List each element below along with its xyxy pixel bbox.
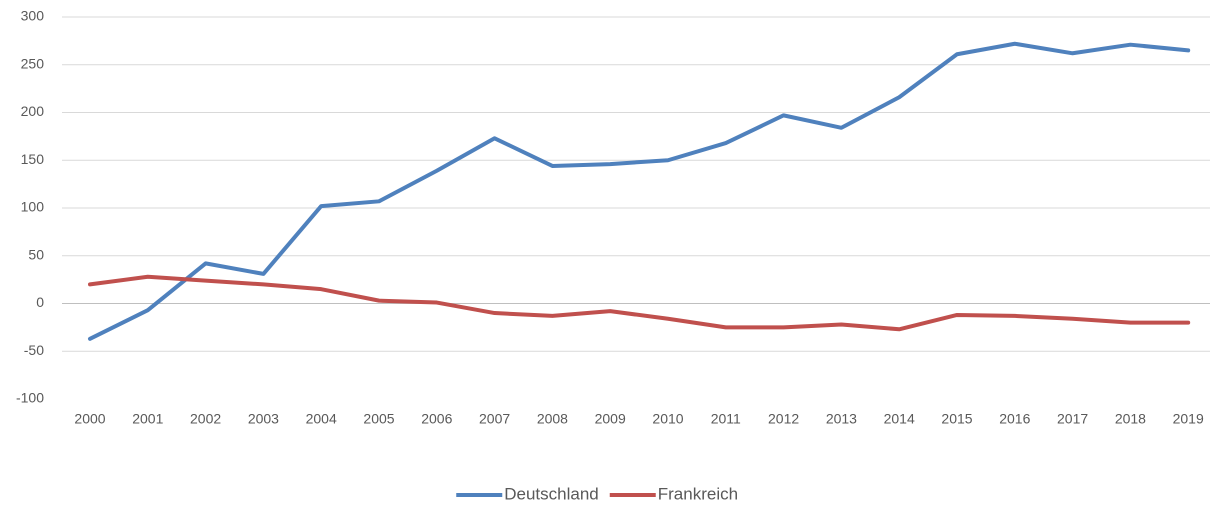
x-tick-label: 2014 (884, 411, 915, 427)
y-tick-label: 200 (21, 103, 45, 119)
x-tick-label: 2015 (941, 411, 972, 427)
x-tick-label: 2000 (74, 411, 105, 427)
x-tick-label: 2011 (711, 411, 741, 427)
x-tick-label: 2006 (421, 411, 452, 427)
x-tick-label: 2012 (768, 411, 799, 427)
y-tick-label: 150 (21, 151, 45, 167)
x-tick-label: 2018 (1115, 411, 1146, 427)
x-tick-label: 2009 (595, 411, 626, 427)
x-tick-label: 2004 (306, 411, 337, 427)
y-tick-label: 100 (21, 199, 45, 215)
x-tick-label: 2008 (537, 411, 568, 427)
x-tick-label: 2007 (479, 411, 510, 427)
legend-label: Frankreich (658, 484, 738, 503)
x-tick-label: 2016 (999, 411, 1030, 427)
series-line (88, 41, 1191, 341)
legend-label: Deutschland (504, 484, 599, 503)
x-tick-label: 2019 (1173, 411, 1204, 427)
y-tick-label: 50 (28, 246, 44, 262)
y-tick-label: 300 (21, 8, 45, 24)
x-tick-label: 2005 (363, 411, 394, 427)
y-tick-label: -50 (24, 342, 44, 358)
series-line (88, 274, 1191, 332)
x-tick-label: 2010 (652, 411, 683, 427)
y-tick-label: -100 (16, 390, 44, 406)
x-tick-label: 2013 (826, 411, 857, 427)
y-tick-label: 0 (36, 294, 44, 310)
x-tick-label: 2001 (132, 411, 163, 427)
x-tick-label: 2003 (248, 411, 279, 427)
x-tick-label: 2017 (1057, 411, 1088, 427)
y-tick-label: 250 (21, 55, 45, 71)
x-tick-label: 2002 (190, 411, 221, 427)
